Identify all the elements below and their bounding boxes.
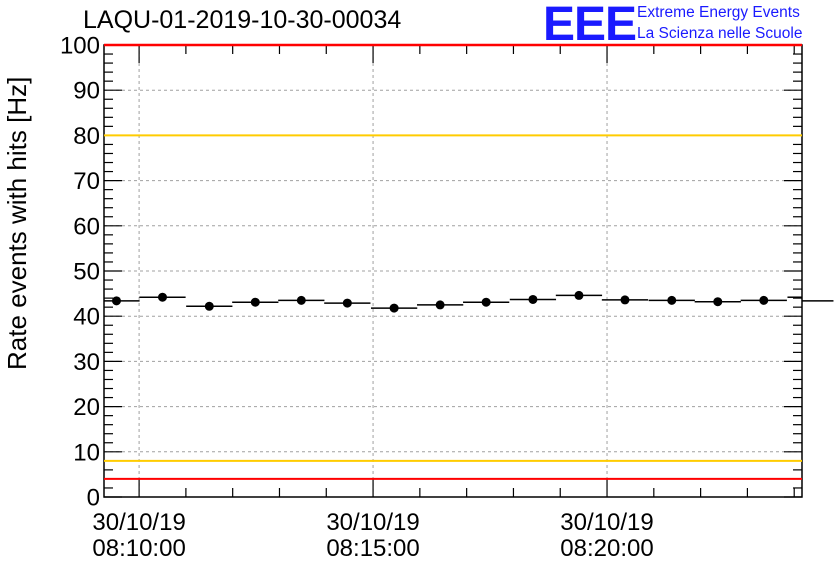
y-tick-label: 70: [73, 168, 100, 195]
data-point: [250, 297, 260, 307]
eee-logo: EEE: [543, 0, 637, 51]
data-point: [481, 297, 491, 307]
data-point: [759, 295, 769, 305]
data-point: [574, 290, 584, 300]
logo-line-1: Extreme Energy Events: [637, 4, 800, 21]
x-tick-date: 30/10/19: [92, 509, 186, 536]
y-tick-label: 100: [60, 33, 100, 60]
y-tick-label: 90: [73, 78, 100, 105]
chart-title: LAQU-01-2019-10-30-00034: [83, 6, 402, 34]
data-point: [342, 298, 352, 308]
y-tick-label: 80: [73, 123, 100, 150]
x-tick-time: 08:10:00: [92, 535, 186, 562]
data-point: [111, 296, 121, 306]
data-point: [667, 295, 677, 305]
data-point: [204, 301, 214, 311]
x-tick-date: 30/10/19: [326, 509, 420, 536]
x-tick-time: 08:20:00: [560, 535, 654, 562]
y-tick-label: 10: [73, 439, 100, 466]
data-point: [528, 294, 538, 304]
data-point: [389, 303, 399, 313]
y-tick-label: 40: [73, 304, 100, 331]
x-tick-label: 30/10/19 08:20:00: [552, 510, 662, 562]
y-tick-label: 20: [73, 394, 100, 421]
y-tick-label: 0: [87, 485, 100, 512]
x-tick-label: 30/10/19 08:10:00: [84, 510, 194, 562]
data-point: [157, 292, 167, 302]
y-tick-label: 50: [73, 259, 100, 286]
x-tick-label: 30/10/19 08:15:00: [318, 510, 428, 562]
data-point: [620, 295, 630, 305]
data-point: [435, 300, 445, 310]
y-tick-label: 60: [73, 213, 100, 240]
data-point: [713, 297, 723, 307]
x-tick-date: 30/10/19: [560, 509, 654, 536]
logo-text: Extreme Energy Events La Scienza nelle S…: [637, 2, 802, 44]
y-tick-label: 30: [73, 349, 100, 376]
data-point: [296, 295, 306, 305]
x-tick-time: 08:15:00: [326, 535, 420, 562]
logo-line-2: La Scienza nelle Scuole: [637, 25, 803, 42]
